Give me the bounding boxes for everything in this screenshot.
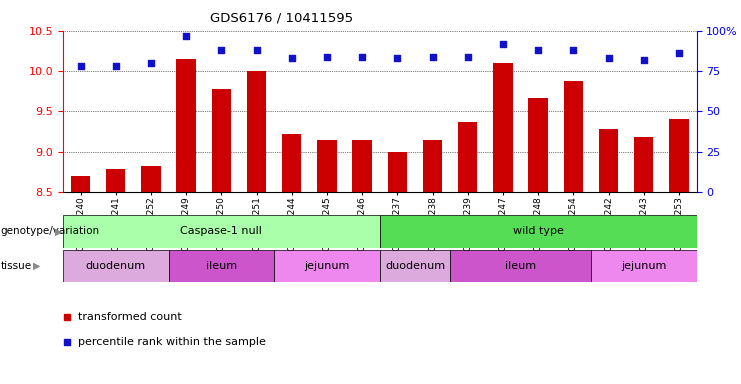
Text: duodenum: duodenum [86, 261, 146, 271]
Point [356, 53, 368, 60]
Point [673, 50, 685, 56]
Point [250, 47, 262, 53]
Text: jejunum: jejunum [621, 261, 666, 271]
Text: tissue: tissue [1, 261, 32, 271]
Bar [176, 59, 196, 192]
Bar [564, 81, 583, 192]
Bar [317, 139, 336, 192]
Point [391, 55, 403, 61]
Bar [71, 176, 90, 192]
Text: ileum: ileum [206, 261, 237, 271]
Point [180, 33, 192, 39]
Point [61, 339, 73, 345]
Point [602, 55, 614, 61]
Point [568, 47, 579, 53]
Point [286, 55, 298, 61]
Point [110, 63, 122, 69]
Bar [591, 250, 697, 282]
Bar [106, 169, 125, 192]
Bar [388, 152, 407, 192]
Point [427, 53, 439, 60]
Bar [63, 215, 379, 248]
Text: transformed count: transformed count [78, 312, 182, 322]
Text: percentile rank within the sample: percentile rank within the sample [78, 337, 266, 347]
Point [638, 57, 650, 63]
Bar [247, 71, 266, 192]
Bar [528, 98, 548, 192]
Text: wild type: wild type [513, 226, 564, 237]
Text: ▶: ▶ [55, 226, 62, 237]
Text: Caspase-1 null: Caspase-1 null [181, 226, 262, 237]
Point [75, 63, 87, 69]
Bar [379, 250, 450, 282]
Bar [494, 63, 513, 192]
Bar [599, 129, 618, 192]
Bar [669, 119, 688, 192]
Bar [379, 215, 697, 248]
Point [321, 53, 333, 60]
Text: jejunum: jejunum [305, 261, 350, 271]
Bar [458, 122, 477, 192]
Text: GDS6176 / 10411595: GDS6176 / 10411595 [210, 12, 353, 25]
Text: ▶: ▶ [33, 261, 40, 271]
Bar [450, 250, 591, 282]
Bar [353, 141, 372, 192]
Bar [274, 250, 379, 282]
Point [216, 47, 227, 53]
Bar [63, 250, 169, 282]
Bar [168, 250, 274, 282]
Text: genotype/variation: genotype/variation [1, 226, 100, 237]
Text: ileum: ileum [505, 261, 536, 271]
Point [462, 53, 473, 60]
Bar [282, 134, 302, 192]
Point [145, 60, 157, 66]
Bar [634, 137, 654, 192]
Text: duodenum: duodenum [385, 261, 445, 271]
Point [497, 41, 509, 47]
Bar [212, 89, 231, 192]
Bar [423, 139, 442, 192]
Point [532, 47, 544, 53]
Point [61, 314, 73, 320]
Bar [142, 166, 161, 192]
